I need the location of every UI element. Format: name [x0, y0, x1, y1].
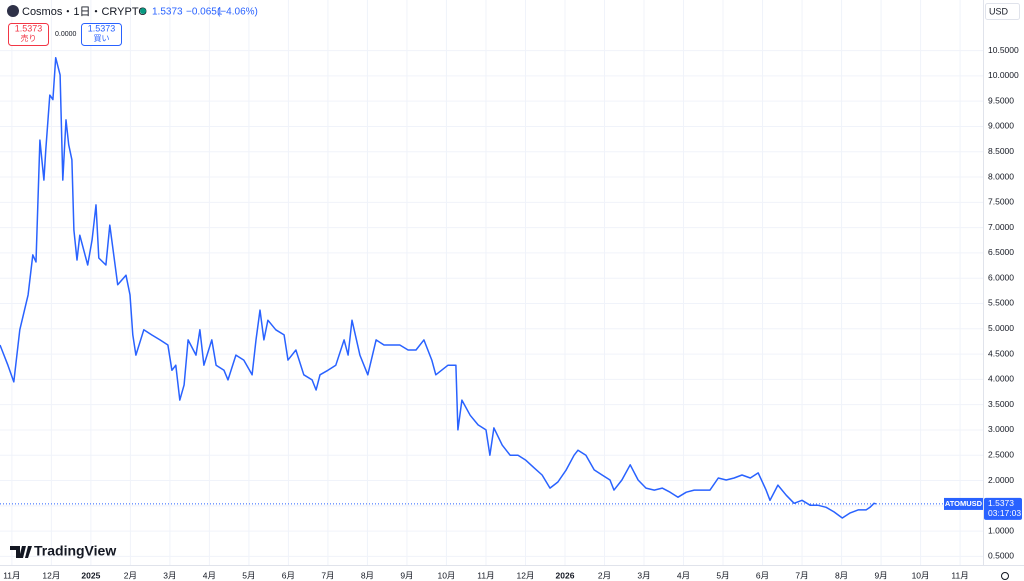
symbol-tag: [944, 497, 983, 510]
y-tick-label: 5.5000: [988, 298, 1014, 308]
y-tick-label: 10.0000: [988, 70, 1019, 80]
y-tick-label: 0.5000: [988, 551, 1014, 561]
x-tick-label: 8月: [361, 570, 374, 580]
buy-label[interactable]: 買い: [94, 34, 110, 43]
x-tick-label: 11月: [951, 570, 968, 580]
brand: TradingView: [34, 543, 116, 559]
sell-price[interactable]: 1.5373: [15, 23, 43, 33]
symbol-icon: [7, 5, 19, 17]
y-tick-label: 9.5000: [988, 95, 1014, 105]
price-tag-value: 1.5373: [988, 498, 1014, 508]
x-tick-label: 12月: [42, 570, 60, 580]
x-tick-label: 10月: [437, 570, 455, 580]
y-tick-label: 6.0000: [988, 272, 1014, 282]
sell-button[interactable]: [8, 23, 49, 46]
buy-button[interactable]: [81, 23, 122, 46]
price-tag-timer: 03:17:03: [988, 508, 1021, 518]
x-tick-label: 2月: [598, 570, 611, 580]
y-tick-label: 3.0000: [988, 424, 1014, 434]
settings-icon[interactable]: [1001, 572, 1009, 580]
change-pct: (−4.06%): [217, 7, 258, 18]
x-tick-label: 4月: [203, 570, 216, 580]
x-tick-label: 10月: [912, 570, 930, 580]
spread: 0.0000: [55, 31, 77, 38]
x-tick-label: 4月: [677, 570, 690, 580]
x-tick-label: 8月: [835, 570, 848, 580]
x-tick-label: 9月: [874, 570, 887, 580]
currency[interactable]: USD: [989, 6, 1009, 16]
y-tick-label: 7.0000: [988, 222, 1014, 232]
currency-button[interactable]: [985, 3, 1020, 20]
y-tick-label: 3.5000: [988, 399, 1014, 409]
logo-mark: [10, 546, 32, 558]
x-tick-label: 11月: [3, 570, 20, 580]
x-tick-label: 3月: [163, 570, 176, 580]
y-tick-label: 2.5000: [988, 449, 1014, 459]
price-tag: [984, 497, 1022, 520]
status-dot: [140, 8, 146, 14]
y-tick-label: 5.0000: [988, 323, 1014, 333]
x-tick-label: 9月: [400, 570, 413, 580]
x-tick-label: 6月: [282, 570, 295, 580]
symbol-title: Cosmos・1日・CRYPTO: [22, 6, 147, 18]
sell-label[interactable]: 売り: [21, 33, 37, 43]
symbol-tag-label: ATOMUSD: [945, 499, 983, 508]
x-tick-label: 5月: [242, 570, 255, 580]
x-tick-label: 7月: [795, 570, 808, 580]
x-tick-label: 12月: [516, 570, 534, 580]
x-tick-label: 2026: [556, 570, 575, 580]
x-tick-label: 3月: [637, 570, 650, 580]
x-tick-label: 6月: [756, 570, 769, 580]
buy-price[interactable]: 1.5373: [88, 23, 116, 33]
x-tick-label: 11月: [477, 570, 494, 580]
price-line: [0, 56, 877, 519]
y-tick-label: 8.5000: [988, 146, 1014, 156]
y-tick-label: 4.0000: [988, 374, 1014, 384]
y-tick-label: 10.5000: [988, 45, 1019, 55]
y-tick-label: 7.5000: [988, 197, 1014, 207]
x-tick-label: 7月: [321, 570, 334, 580]
y-tick-label: 2.0000: [988, 475, 1014, 485]
x-tick-label: 2月: [124, 570, 137, 580]
x-tick-label: 5月: [716, 570, 729, 580]
x-tick-label: 2025: [81, 570, 100, 580]
y-tick-label: 8.0000: [988, 171, 1014, 181]
y-tick-label: 1.0000: [988, 525, 1014, 535]
y-tick-label: 9.0000: [988, 121, 1014, 131]
last-price: 1.5373: [152, 7, 183, 18]
y-tick-label: 4.5000: [988, 348, 1014, 358]
y-tick-label: 6.5000: [988, 247, 1014, 257]
change: −0.0651: [186, 7, 223, 18]
